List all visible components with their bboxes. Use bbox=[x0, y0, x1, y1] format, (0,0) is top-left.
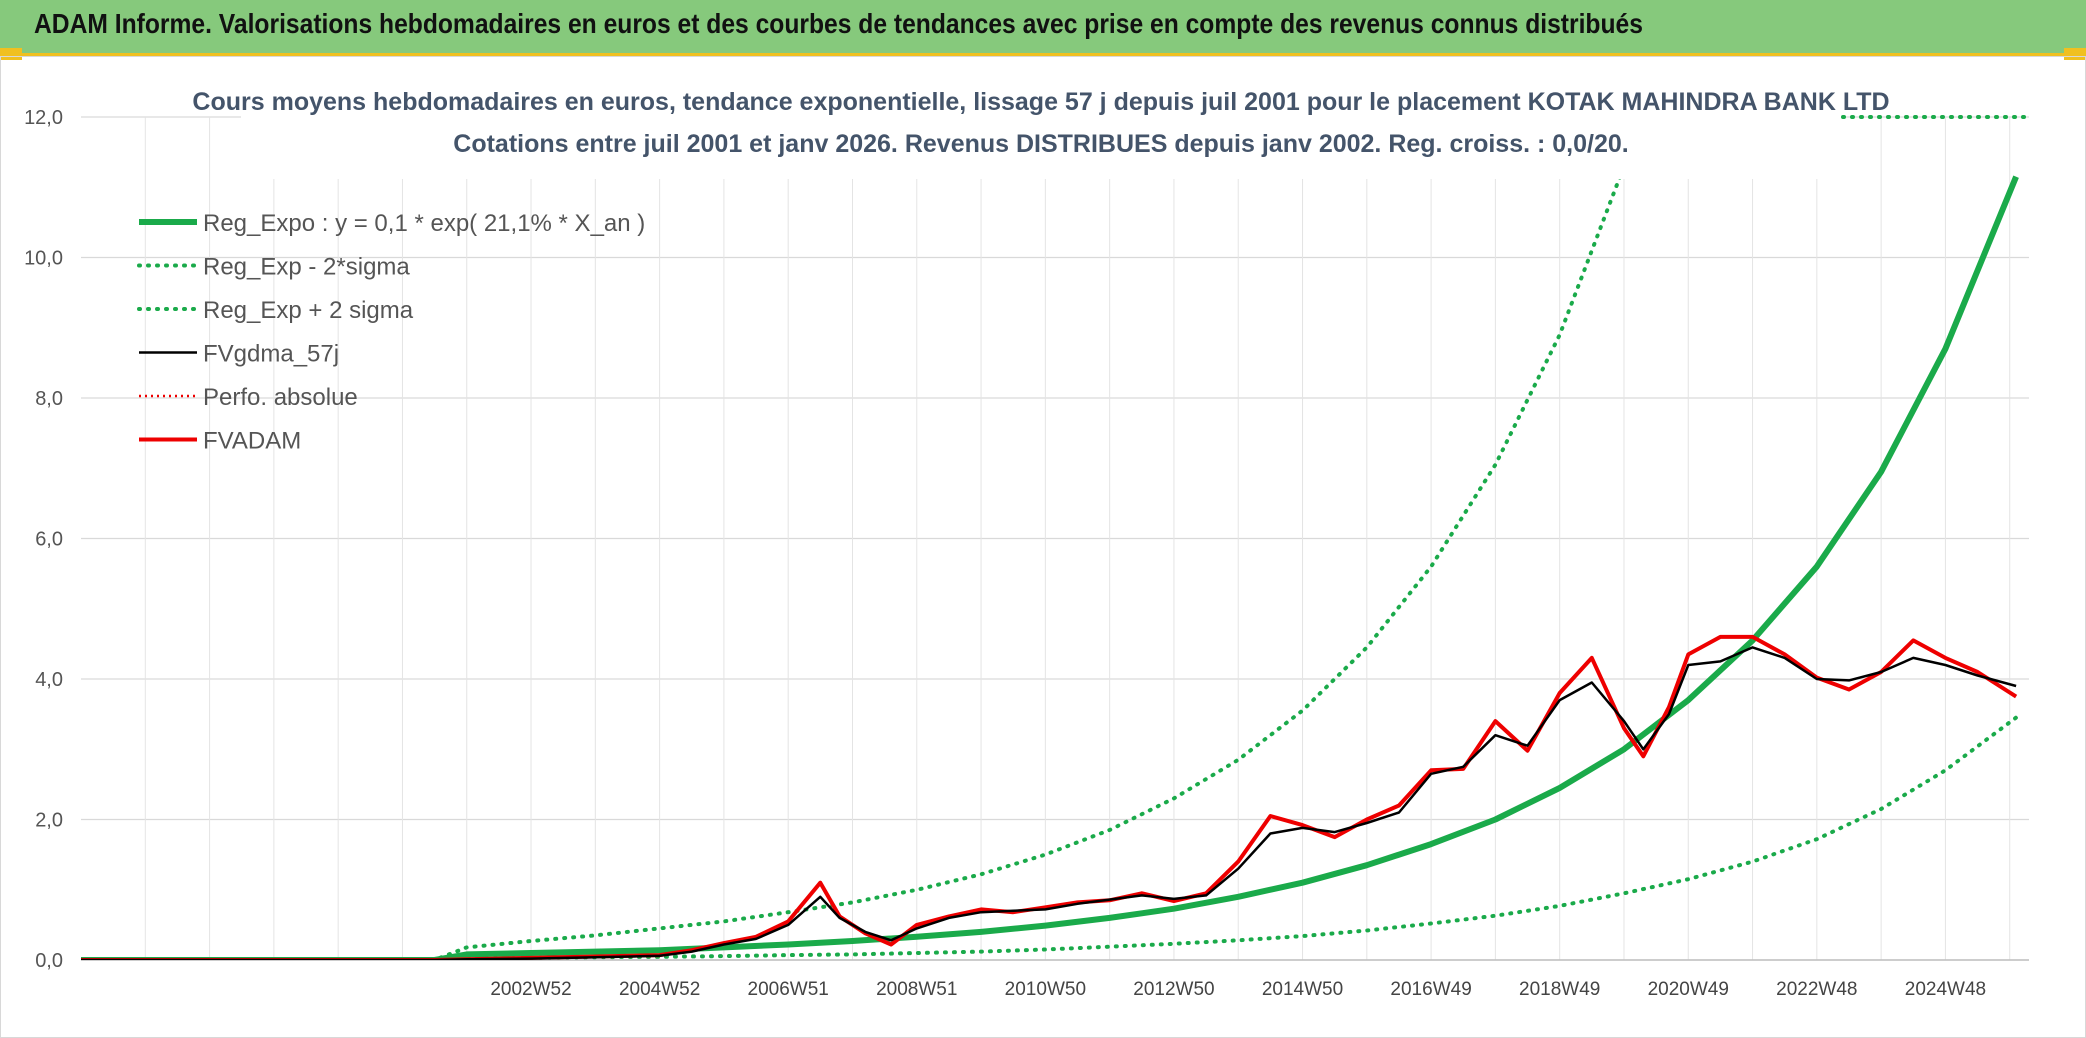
report-title: ADAM Informe. Valorisations hebdomadaire… bbox=[34, 8, 1643, 39]
corner-accent-left bbox=[0, 48, 22, 60]
x-tick-label: 2018W49 bbox=[1519, 979, 1600, 1000]
y-tick-label: 10,0 bbox=[24, 248, 63, 270]
series-line-3 bbox=[81, 646, 2017, 960]
legend-label-5: FVADAM bbox=[203, 428, 301, 455]
chart-title-line-2: Cotations entre juil 2001 et janv 2026. … bbox=[453, 130, 1628, 158]
report-header: ADAM Informe. Valorisations hebdomadaire… bbox=[0, 0, 2086, 56]
x-tick-label: 2020W49 bbox=[1648, 979, 1729, 1000]
series-layer bbox=[81, 115, 2031, 960]
y-axis-ticks: 0,0 2,0 4,0 6,0 8,0 10,0 12,0 bbox=[24, 107, 63, 972]
x-tick-label: 2004W52 bbox=[619, 979, 700, 1000]
legend-label-2: Reg_Exp + 2 sigma bbox=[203, 297, 414, 324]
legend-label-1: Reg_Exp - 2*sigma bbox=[203, 254, 410, 281]
legend: Reg_Expo : y = 0,1 * exp( 21,1% * X_an )… bbox=[137, 210, 645, 455]
x-tick-label: 2010W50 bbox=[1005, 979, 1086, 1000]
series-line-0 bbox=[81, 175, 2019, 960]
kotak-valuation-chart: 0,02,04,06,08,010,012,0 2002W52 2004W52 20… bbox=[24, 79, 2031, 1000]
y-tick-label: 2,0 bbox=[35, 810, 63, 832]
series-line-5 bbox=[81, 634, 2018, 960]
series-line-1 bbox=[81, 715, 2019, 960]
x-tick-label: 2014W50 bbox=[1262, 979, 1343, 1000]
y-tick-label: 8,0 bbox=[35, 388, 63, 410]
series-line-2 bbox=[81, 172, 1624, 960]
x-tick-label: 2022W48 bbox=[1776, 979, 1857, 1000]
legend-label-4: Perfo. absolue bbox=[203, 384, 358, 411]
grid-vertical bbox=[144, 117, 2011, 960]
x-tick-label: 2024W48 bbox=[1905, 979, 1986, 1000]
x-tick-label: 2008W51 bbox=[876, 979, 957, 1000]
y-tick-label: 6,0 bbox=[35, 529, 63, 551]
x-tick-label: 2002W52 bbox=[490, 979, 571, 1000]
y-tick-label: 4,0 bbox=[35, 669, 63, 691]
grid-horizontal bbox=[81, 116, 2029, 961]
x-tick-label: 2006W51 bbox=[748, 979, 829, 1000]
legend-label-3: FVgdma_57j bbox=[203, 341, 339, 368]
x-tick-label: 2012W50 bbox=[1133, 979, 1214, 1000]
y-tick-label: 12,0 bbox=[24, 107, 63, 129]
corner-accent-right bbox=[2064, 48, 2086, 60]
legend-label-0: Reg_Expo : y = 0,1 * exp( 21,1% * X_an ) bbox=[203, 210, 645, 237]
chart-title-line-1: Cours moyens hebdomadaires en euros, ten… bbox=[192, 88, 1889, 116]
x-tick-label: 2016W49 bbox=[1390, 979, 1471, 1000]
chart-area: 0,0 2,0 4,0 6,0 8,0 10,0 12,0 2002W52 2004W52 20… bbox=[0, 56, 2086, 1038]
y-tick-label: 0,0 bbox=[35, 950, 63, 972]
title-backdrop bbox=[241, 79, 1841, 179]
x-axis-ticks: 2002W52 2004W52 2006W51 2008W51 2010W50 2012W… bbox=[490, 979, 1986, 1000]
